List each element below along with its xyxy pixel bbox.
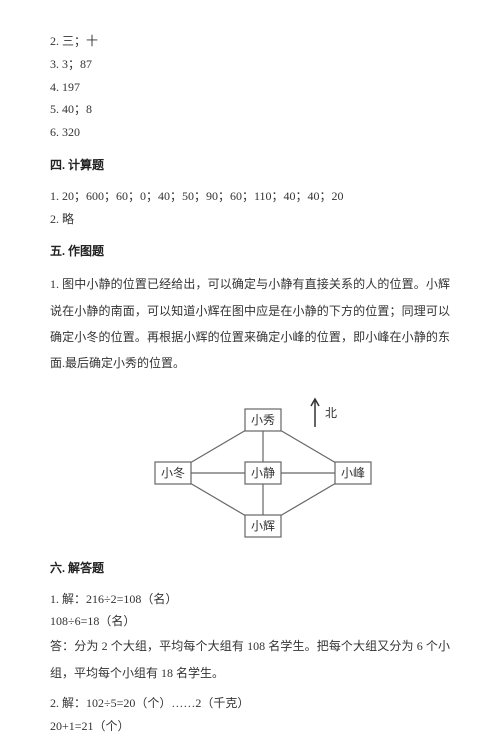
- diagram-edge: [281, 430, 335, 462]
- section-4-heading: 四. 计算题: [50, 154, 450, 177]
- sec3-line-4: 4. 197: [50, 76, 450, 99]
- north-label: 北: [325, 406, 337, 420]
- svg-text:小冬: 小冬: [161, 465, 185, 480]
- diagram-node-left: 小冬: [155, 462, 191, 484]
- sec3-line-2: 2. 三；十: [50, 30, 450, 53]
- sec6-q2-line2: 20+1=21（个）: [50, 715, 450, 738]
- diagram-node-center: 小静: [245, 462, 281, 484]
- sec6-q1-line1: 1. 解：216÷2=108（名）: [50, 588, 450, 611]
- sec3-line-5: 5. 40；8: [50, 98, 450, 121]
- sec6-q2-line1: 2. 解：102÷5=20（个）……2（千克）: [50, 692, 450, 715]
- section-5-heading: 五. 作图题: [50, 240, 450, 263]
- diagram-edge: [281, 483, 335, 515]
- svg-text:小峰: 小峰: [341, 466, 365, 480]
- svg-text:小静: 小静: [251, 466, 275, 480]
- sec5-paragraph: 1. 图中小静的位置已经给出，可以确定与小静有直接关系的人的位置。小辉说在小静的…: [50, 271, 450, 377]
- diagram-node-right: 小峰: [335, 462, 371, 484]
- sec4-line-1: 1. 20；600；60；0；40；50；90；60；110；40；40；20: [50, 185, 450, 208]
- diagram-node-bottom: 小辉: [245, 515, 281, 537]
- diagram-edge: [191, 430, 245, 462]
- svg-text:小秀: 小秀: [251, 413, 275, 427]
- section-6-heading: 六. 解答题: [50, 557, 450, 580]
- sec3-line-6: 6. 320: [50, 121, 450, 144]
- diagram-container: 小秀小冬 小静 小峰小辉 北: [50, 387, 450, 547]
- sec6-q1-line2: 108÷6=18（名）: [50, 610, 450, 633]
- sec3-line-3: 3. 3；87: [50, 53, 450, 76]
- position-diagram: 小秀小冬 小静 小峰小辉 北: [105, 387, 395, 547]
- sec4-line-2: 2. 略: [50, 208, 450, 231]
- diagram-edge: [191, 483, 245, 515]
- svg-text:小辉: 小辉: [251, 519, 275, 533]
- sec6-q1-answer: 答：分为 2 个大组，平均每个大组有 108 名学生。把每个大组又分为 6 个小…: [50, 633, 450, 686]
- diagram-node-top: 小秀: [245, 409, 281, 431]
